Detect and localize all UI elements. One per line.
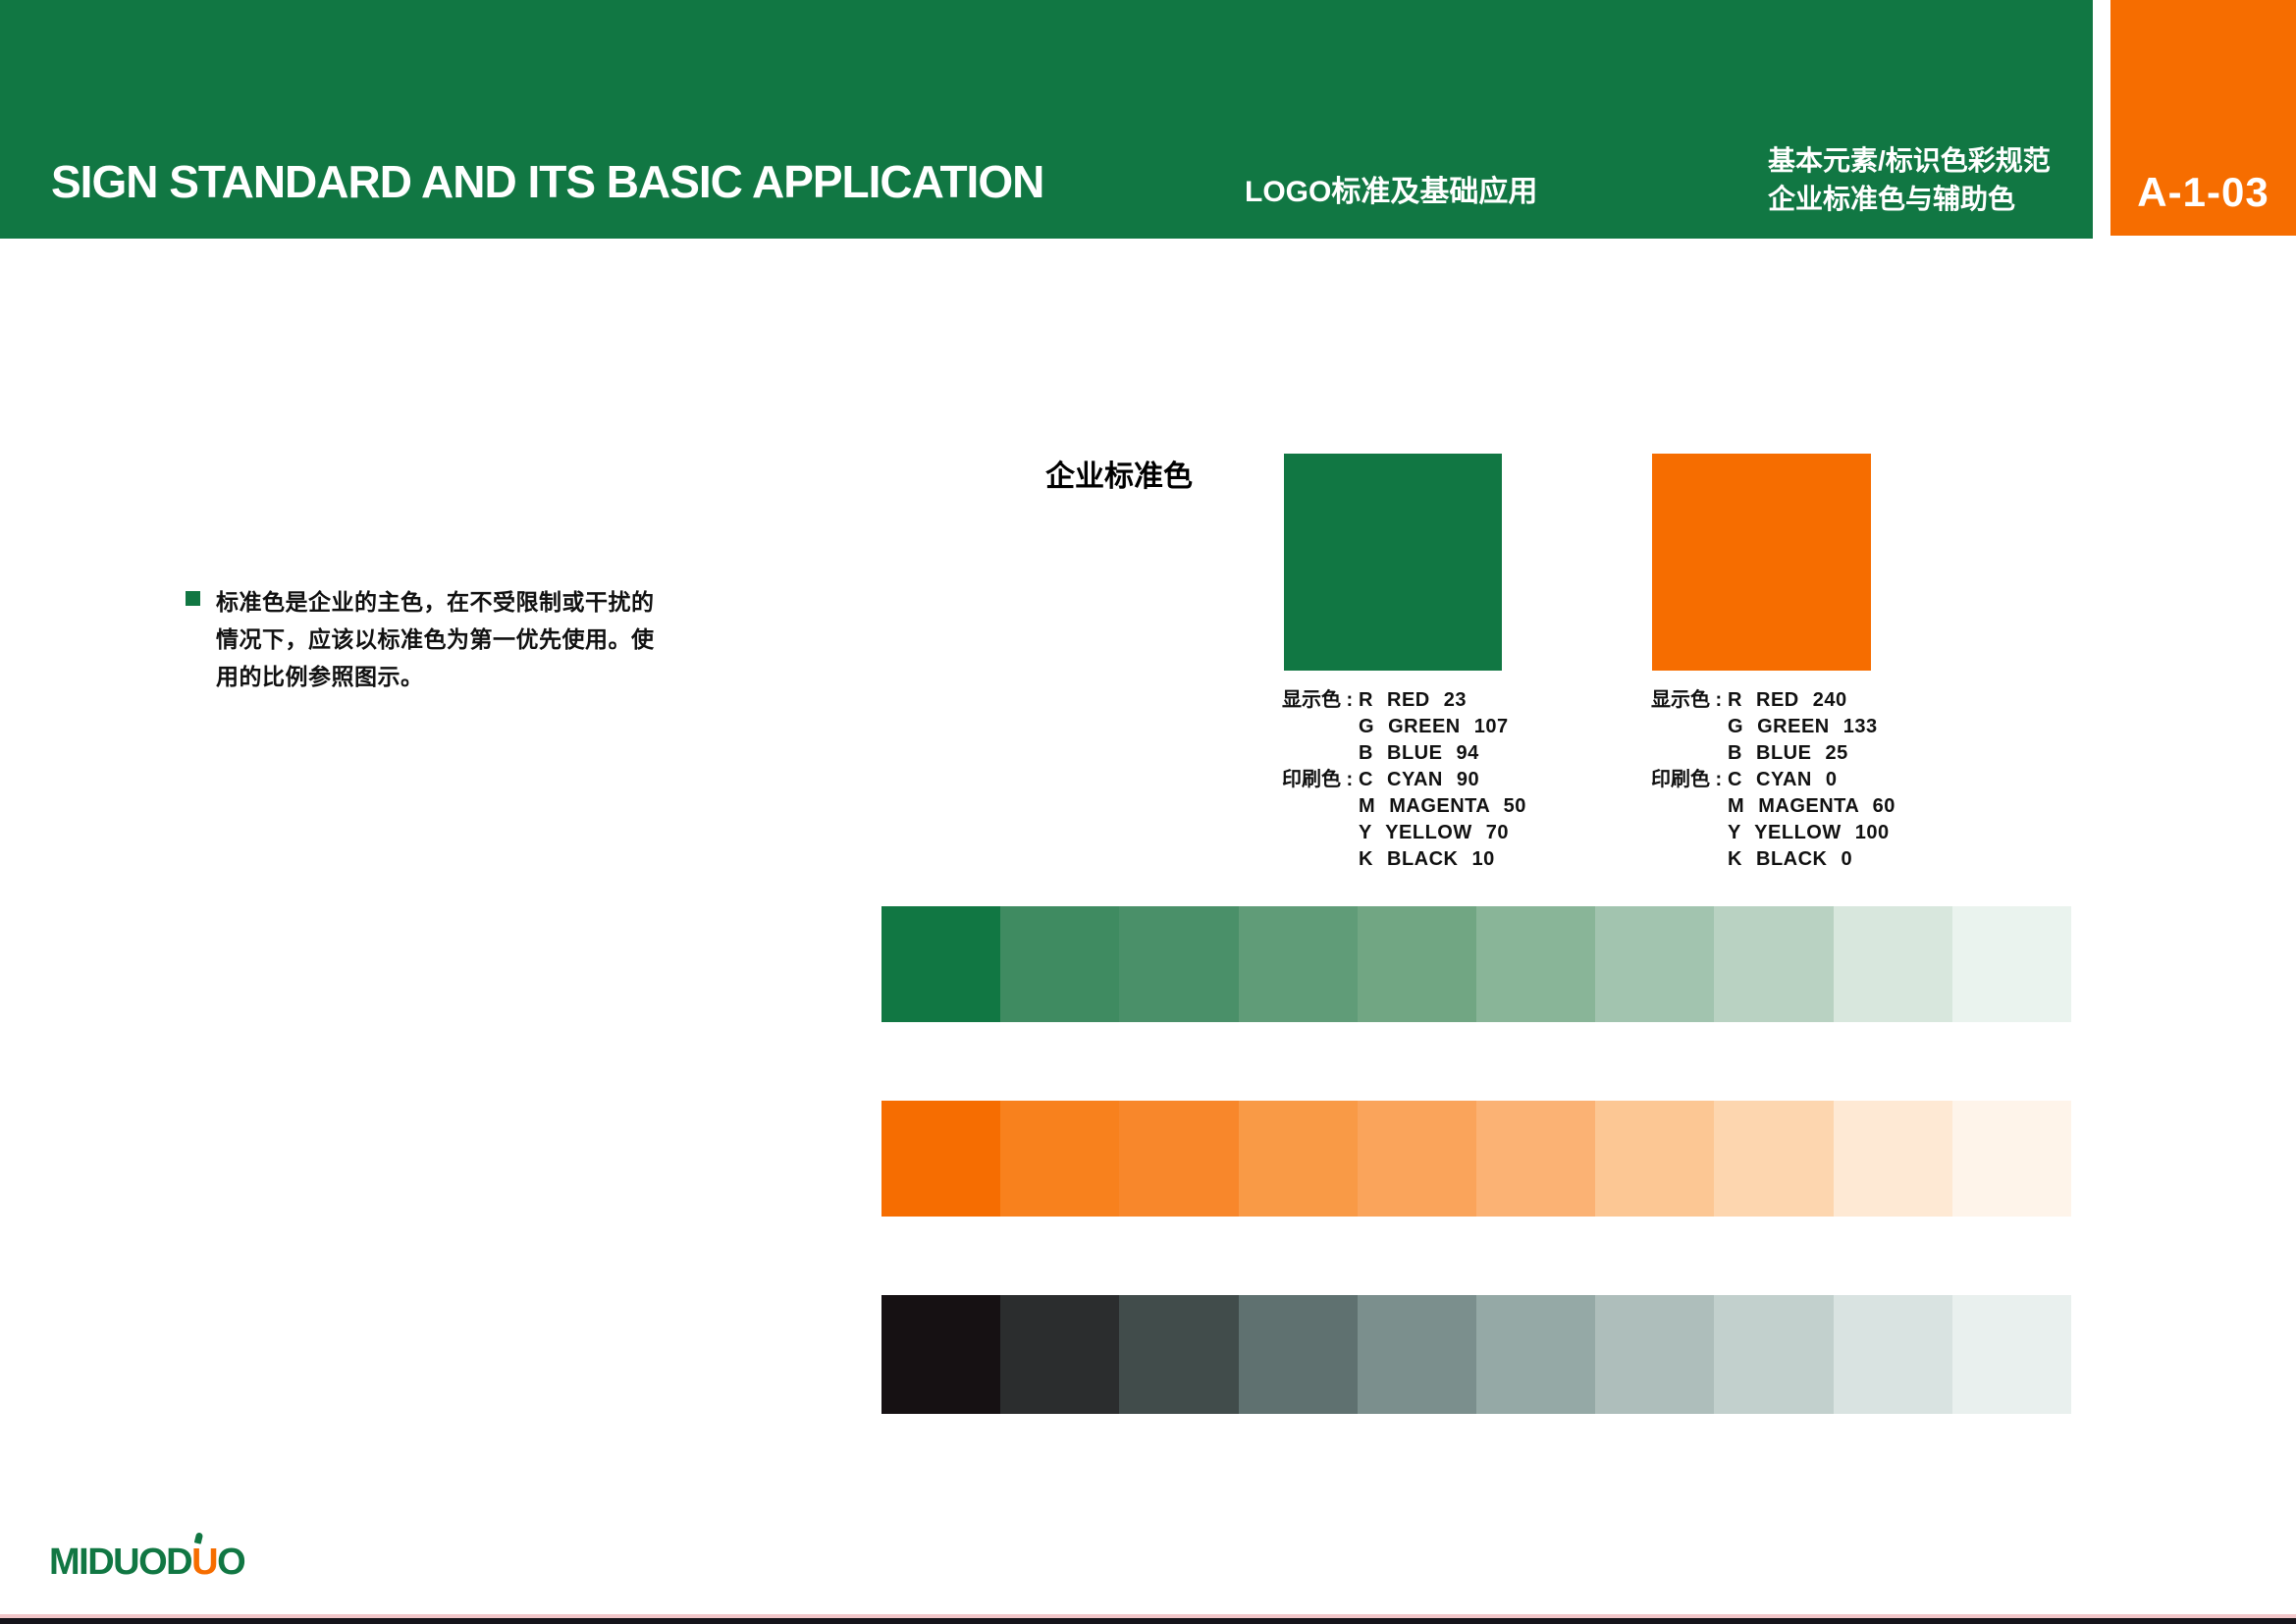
green-color-swatch [1284, 454, 1502, 671]
logo-text-part3: O [217, 1542, 246, 1583]
tint-step [1357, 906, 1477, 1022]
tint-step [1595, 906, 1715, 1022]
tint-step [1595, 1295, 1715, 1414]
logo-text-part1: MIDUOD [49, 1542, 193, 1583]
company-logo: MIDUOD UO [49, 1532, 246, 1584]
color-value: C CYAN 90 [1359, 769, 1480, 790]
color-value: G GREEN 133 [1728, 716, 1878, 737]
color-value: Y YELLOW 70 [1359, 822, 1510, 843]
note-line: 情况下，应该以标准色为第一优先使用。使 [216, 626, 655, 652]
usage-note: 标准色是企业的主色，在不受限制或干扰的 情况下，应该以标准色为第一优先使用。使 … [186, 583, 655, 695]
orange-color-values: 显示色 :R RED 240 G GREEN 133 B BLUE 25 印刷色… [1651, 687, 1896, 873]
tint-step [1951, 1101, 2072, 1217]
tint-step [1476, 1101, 1596, 1217]
usage-note-text: 标准色是企业的主色，在不受限制或干扰的 情况下，应该以标准色为第一优先使用。使 … [216, 583, 655, 695]
tint-step [1357, 1101, 1477, 1217]
header-bar: SIGN STANDARD AND ITS BASIC APPLICATION … [0, 0, 2093, 239]
color-value: G GREEN 107 [1359, 716, 1509, 737]
tint-step [1833, 1101, 1952, 1217]
tint-step [1000, 1101, 1120, 1217]
print-color-label: 印刷色 : [1282, 769, 1354, 790]
tint-step [1238, 1101, 1358, 1217]
tint-step [1714, 1101, 1834, 1217]
orange-color-swatch [1652, 454, 1871, 671]
color-value: R RED 23 [1359, 689, 1468, 711]
page-subtitle-zh: LOGO标准及基础应用 [1245, 176, 1538, 208]
tint-step [1119, 1295, 1239, 1414]
tint-step [1119, 1101, 1239, 1217]
bullet-square-icon [186, 591, 200, 606]
section-line2: 企业标准色与辅助色 [1768, 184, 2016, 214]
tint-step [1238, 906, 1358, 1022]
color-value: B BLUE 94 [1359, 742, 1479, 764]
color-value: Y YELLOW 100 [1728, 822, 1890, 843]
tint-step [1833, 1295, 1952, 1414]
tint-step [1951, 906, 2072, 1022]
note-line: 用的比例参照图示。 [216, 664, 424, 689]
color-value: M MAGENTA 50 [1359, 795, 1526, 817]
color-value: B BLUE 25 [1728, 742, 1848, 764]
footer-bottom-bar [0, 1618, 2296, 1624]
tint-step [1357, 1295, 1477, 1414]
tint-step [881, 906, 1001, 1022]
tint-step [1476, 1295, 1596, 1414]
section-line1: 基本元素/标识色彩规范 [1768, 145, 2051, 176]
tint-step [1119, 906, 1239, 1022]
tint-step [1714, 906, 1834, 1022]
display-color-label: 显示色 : [1651, 689, 1723, 711]
tint-step [1951, 1295, 2072, 1414]
footer-accent-line [0, 1614, 2296, 1618]
color-value: K BLACK 0 [1728, 848, 1853, 870]
page-title: SIGN STANDARD AND ITS BASIC APPLICATION [51, 156, 1044, 207]
display-color-label: 显示色 : [1282, 689, 1354, 711]
tint-step [1476, 906, 1596, 1022]
color-value: K BLACK 10 [1359, 848, 1495, 870]
page-code: A-1-03 [2137, 169, 2269, 215]
tint-step [1000, 1295, 1120, 1414]
page-code-box: A-1-03 [2110, 0, 2296, 236]
color-value: M MAGENTA 60 [1728, 795, 1896, 817]
orange-tint-ramp [881, 1101, 2072, 1217]
tint-step [1595, 1101, 1715, 1217]
logo-text-u: U [191, 1532, 219, 1583]
print-color-label: 印刷色 : [1651, 769, 1723, 790]
tint-step [1714, 1295, 1834, 1414]
standard-color-label: 企业标准色 [1045, 460, 1193, 493]
green-tint-ramp [881, 906, 2072, 1022]
green-color-values: 显示色 :R RED 23 G GREEN 107 B BLUE 94 印刷色 … [1282, 687, 1526, 873]
section-heading: 基本元素/标识色彩规范 企业标准色与辅助色 [1768, 141, 2051, 218]
black-tint-ramp [881, 1295, 2072, 1414]
tint-step [881, 1295, 1001, 1414]
color-value: R RED 240 [1728, 689, 1847, 711]
color-value: C CYAN 0 [1728, 769, 1838, 790]
tint-step [881, 1101, 1001, 1217]
tint-step [1833, 906, 1952, 1022]
note-line: 标准色是企业的主色，在不受限制或干扰的 [216, 589, 655, 615]
tint-step [1238, 1295, 1358, 1414]
tint-step [1000, 906, 1120, 1022]
